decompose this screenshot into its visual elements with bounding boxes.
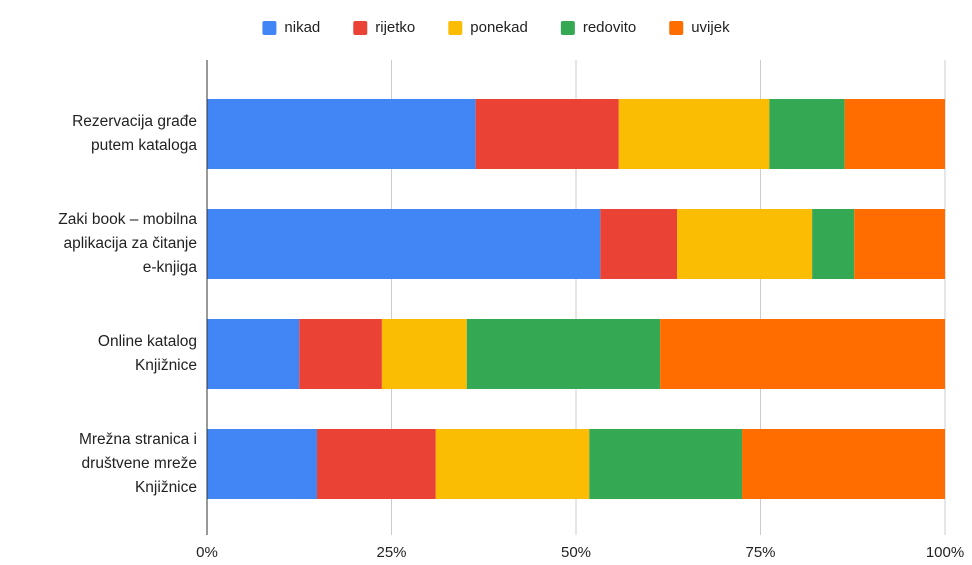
bar-segment xyxy=(435,429,590,499)
y-tick-label: Rezervacija građe putem kataloga xyxy=(72,113,197,154)
bar-segment xyxy=(207,429,317,499)
bar-segment xyxy=(618,99,770,169)
bar-segment xyxy=(812,209,855,279)
bar-segment xyxy=(381,319,467,389)
y-tick-label: Zaki book – mobilna aplikacija za čitanj… xyxy=(58,211,197,276)
legend-label: nikad xyxy=(284,19,320,36)
bar-segment xyxy=(207,209,601,279)
bar-segment xyxy=(475,99,619,169)
bar-segment xyxy=(600,209,678,279)
bar-segment xyxy=(466,319,661,389)
legend-swatch xyxy=(262,21,277,35)
bar-segment xyxy=(677,209,813,279)
x-tick-label: 100% xyxy=(926,544,964,561)
y-tick-label: Online katalog Knjižnice xyxy=(97,333,197,374)
bar-segment xyxy=(316,429,436,499)
bar-segment xyxy=(854,209,945,279)
x-tick-label: 0% xyxy=(196,544,218,561)
bar-segment xyxy=(299,319,382,389)
legend-swatch xyxy=(560,21,575,35)
x-tick-label: 50% xyxy=(561,544,591,561)
bar-segment xyxy=(207,319,300,389)
bar-segment xyxy=(742,429,945,499)
bar-segment xyxy=(660,319,945,389)
legend-swatch xyxy=(353,21,368,35)
legend-label: ponekad xyxy=(470,19,528,36)
legend-label: rijetko xyxy=(375,19,415,36)
x-tick-label: 75% xyxy=(745,544,775,561)
bar-segment xyxy=(207,99,476,169)
legend-swatch xyxy=(448,21,463,35)
legend-swatch xyxy=(669,21,684,35)
legend-label: uvijek xyxy=(691,19,730,36)
legend-label: redovito xyxy=(583,19,636,36)
bar-segment xyxy=(769,99,845,169)
y-tick-label: Mrežna stranica i društvene mreže Knjižn… xyxy=(78,431,197,496)
bar-segment xyxy=(589,429,743,499)
x-tick-label: 25% xyxy=(376,544,406,561)
bar-segment xyxy=(844,99,945,169)
